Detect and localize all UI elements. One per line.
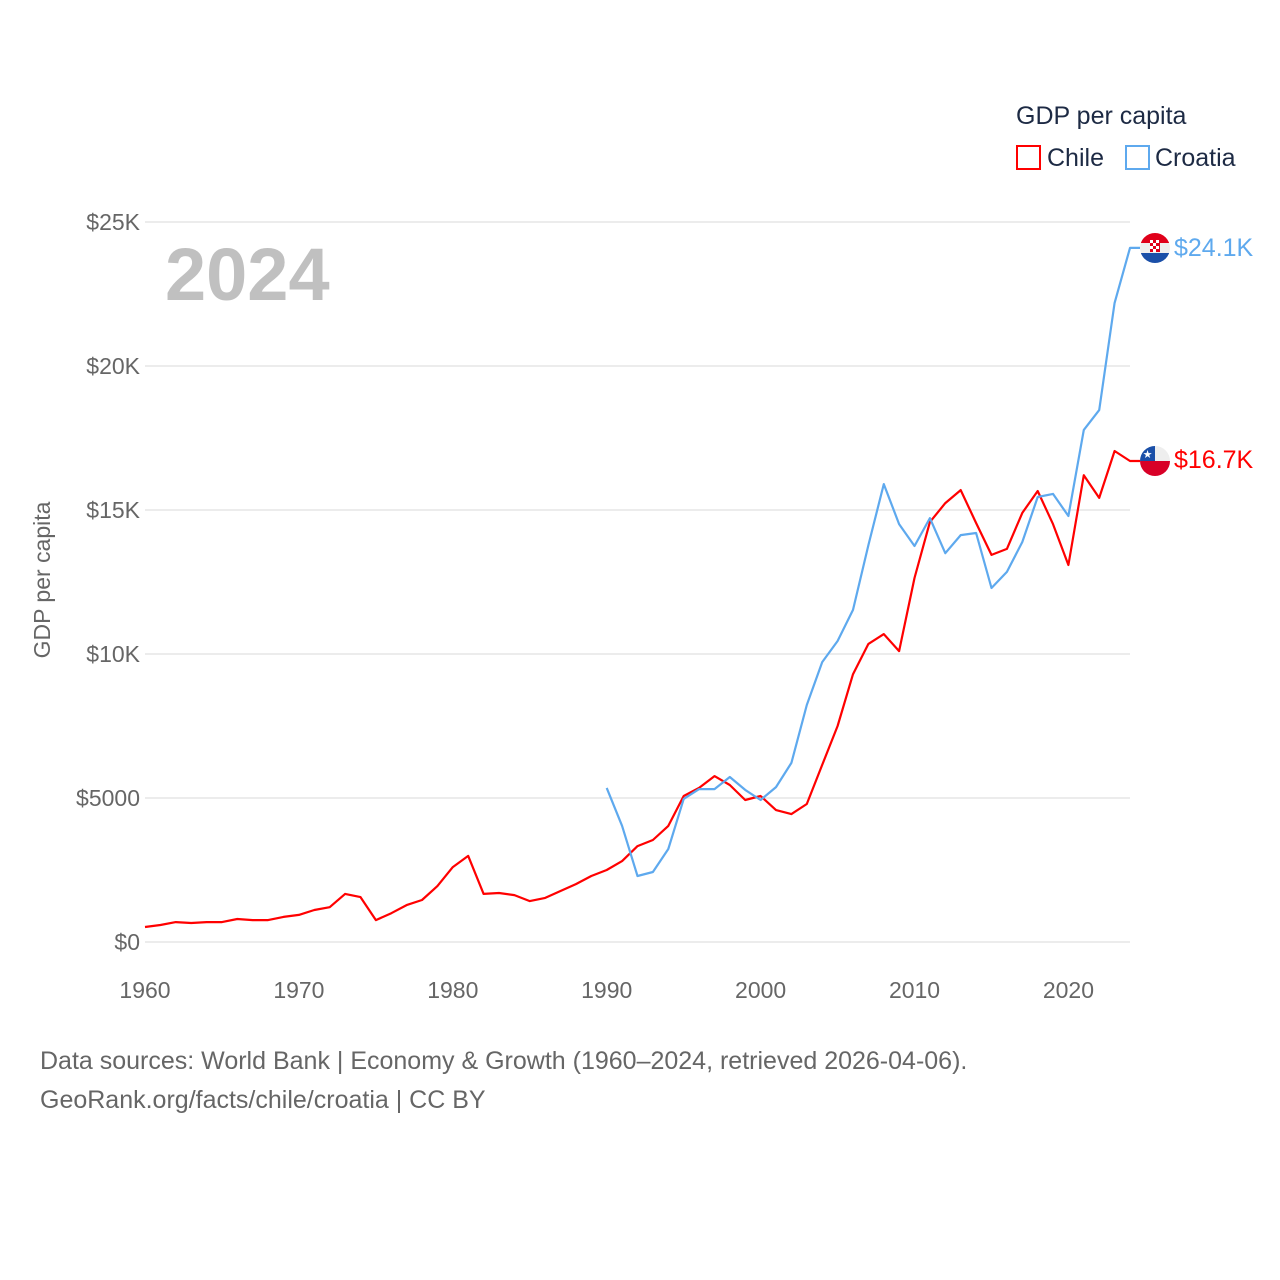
legend-swatch-croatia (1125, 145, 1150, 170)
legend-title: GDP per capita (1016, 102, 1187, 130)
y-tick-label: $10K (86, 641, 140, 667)
y-tick-label: $0 (114, 929, 140, 955)
y-axis-label: GDP per capita (29, 501, 55, 658)
legend-item-chile[interactable]: Chile (1016, 144, 1104, 172)
source-link[interactable]: GeoRank.org/facts/chile/croatia | CC BY (40, 1086, 486, 1114)
y-tick-label: $5000 (76, 785, 140, 811)
x-tick-label: 1970 (273, 977, 324, 1003)
x-tick-label: 2000 (735, 977, 786, 1003)
x-tick-label: 1960 (119, 977, 170, 1003)
legend-swatch-chile (1016, 145, 1041, 170)
chile-end-label: $16.7K (1174, 446, 1254, 474)
data-sources: Data sources: World Bank | Economy & Gro… (40, 1047, 968, 1075)
footer: Data sources: World Bank | Economy & Gro… (40, 1042, 967, 1120)
y-tick-label: $25K (86, 209, 140, 235)
year-title: 2024 (165, 233, 330, 316)
svg-text:★: ★ (1143, 449, 1153, 461)
series-line-croatia (605, 246, 1140, 878)
croatia-flag-icon (1140, 233, 1170, 263)
y-tick-label: $15K (86, 497, 140, 523)
chile-flag-icon: ★ (1140, 446, 1170, 476)
series-line-chile (144, 449, 1140, 929)
x-tick-label: 1980 (427, 977, 478, 1003)
y-tick-label: $20K (86, 353, 140, 379)
croatia-end-label: $24.1K (1174, 234, 1254, 262)
legend-label-chile: Chile (1047, 144, 1104, 172)
x-tick-label: 2010 (889, 977, 940, 1003)
x-tick-label: 1990 (581, 977, 632, 1003)
legend-item-croatia[interactable]: Croatia (1125, 144, 1236, 172)
x-tick-label: 2020 (1043, 977, 1094, 1003)
legend-label-croatia: Croatia (1155, 144, 1236, 172)
